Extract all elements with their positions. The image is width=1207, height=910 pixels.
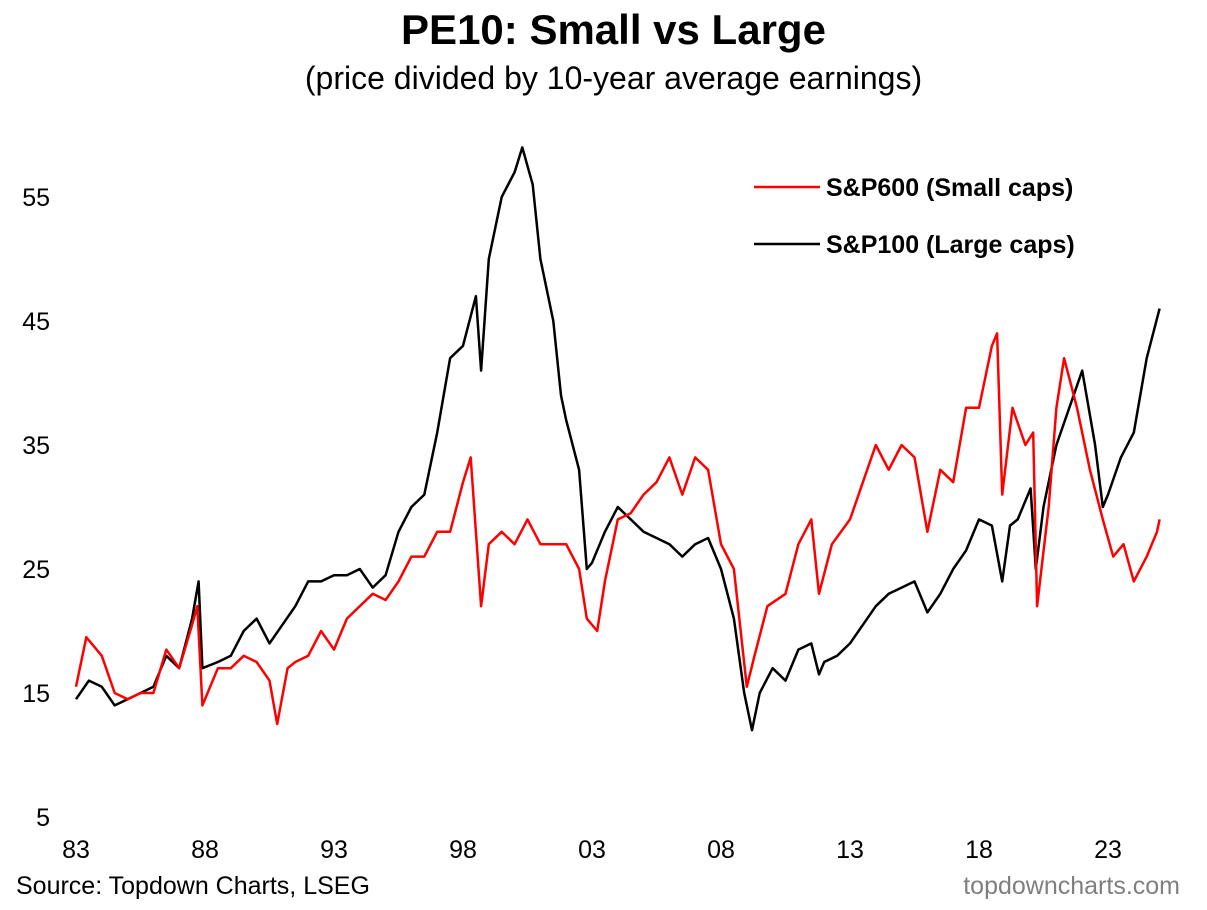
series-line-small-caps: [74, 332, 1161, 726]
x-tick-label: 93: [320, 836, 348, 864]
x-tick-label: 03: [578, 836, 606, 864]
x-tick-label: 88: [191, 836, 219, 864]
x-tick-label: 98: [449, 836, 477, 864]
x-tick-label: 18: [965, 836, 993, 864]
y-tick-label: 15: [22, 680, 50, 708]
x-tick-label: 13: [836, 836, 864, 864]
source-note: Source: Topdown Charts, LSEG: [16, 872, 370, 900]
series-line-large-caps: [74, 146, 1161, 732]
chart-subtitle: (price divided by 10-year average earnin…: [304, 60, 923, 96]
chart-title: PE10: Small vs Large: [401, 6, 826, 53]
y-tick-label: 55: [22, 184, 50, 212]
brand-watermark: topdowncharts.com: [963, 872, 1180, 900]
x-tick-label: 83: [62, 836, 90, 864]
y-tick-label: 35: [22, 432, 50, 460]
y-tick-label: 5: [36, 804, 50, 832]
legend-label: S&P100 (Large caps): [826, 231, 1075, 259]
y-tick-label: 25: [22, 556, 50, 584]
y-tick-label: 45: [22, 308, 50, 336]
x-tick-label: 08: [707, 836, 735, 864]
x-tick-label: 23: [1094, 836, 1122, 864]
legend-label: S&P600 (Small caps): [826, 174, 1073, 202]
